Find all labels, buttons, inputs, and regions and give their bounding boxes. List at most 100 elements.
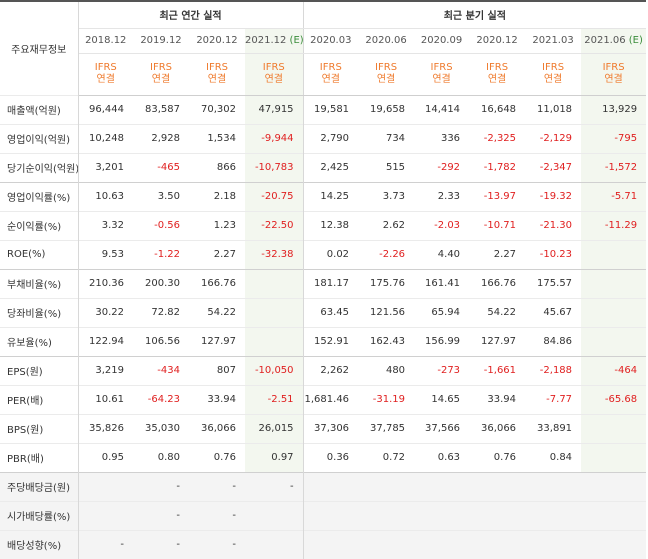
table-cell: 14.65 [414, 384, 470, 414]
table-cell: -2.03 [414, 210, 470, 240]
period-label: 2021.03 [532, 35, 574, 46]
ifrs-label: IFRS 연결 [525, 53, 582, 96]
ifrs-label: IFRS 연결 [78, 53, 133, 96]
table-cell: 72.82 [133, 297, 189, 327]
period-label: 2021.12 [245, 35, 287, 46]
table-cell: 3.50 [133, 181, 189, 211]
table-cell: - [189, 500, 245, 530]
period-header: 2021.06 (E) [581, 28, 647, 54]
table-cell: 2.27 [189, 239, 245, 269]
table-cell: 0.84 [525, 442, 582, 472]
table-cell: 33.94 [189, 384, 245, 414]
table-cell: -7.77 [525, 384, 582, 414]
table-cell: -434 [133, 355, 189, 385]
table-cell: 26,015 [245, 413, 304, 443]
table-cell: 35,826 [78, 413, 133, 443]
table-cell [358, 529, 415, 559]
table-cell: 4.40 [414, 239, 470, 269]
table-cell: 2,790 [302, 123, 359, 153]
row-label: PER(배) [0, 384, 79, 414]
table-cell: -10,050 [245, 355, 304, 385]
table-cell: 0.63 [414, 442, 470, 472]
table-cell: -1,661 [469, 355, 526, 385]
consolidated-line: 연결 [96, 74, 115, 85]
table-cell: -2,188 [525, 355, 582, 385]
table-row: 영업이익률(%) 10.63 3.50 2.18 -20.75 14.25 3.73 2.33… [0, 181, 647, 211]
table-cell: -22.50 [245, 210, 304, 240]
row-label-header: 주요재무정보 [0, 1, 79, 95]
table-cell: 30.22 [78, 297, 133, 327]
table-cell: 152.91 [302, 326, 359, 356]
table-row: 매출액(억원) 96,444 83,587 70,302 47,915 19,581 19,… [0, 94, 647, 124]
table-cell: 127.97 [469, 326, 526, 356]
table-cell [469, 471, 526, 501]
table-cell [78, 471, 133, 501]
ifrs-line: IFRS [602, 62, 625, 73]
table-cell: -32.38 [245, 239, 304, 269]
table-cell: 181.17 [302, 268, 359, 298]
row-label: 영업이익률(%) [0, 181, 79, 211]
table-cell: 3,219 [78, 355, 133, 385]
table-cell: 83,587 [133, 94, 189, 124]
table-cell: 0.76 [189, 442, 245, 472]
table-cell: 37,785 [358, 413, 415, 443]
table-cell: 96,444 [78, 94, 133, 124]
estimate-mark: (E) [628, 35, 643, 46]
table-cell: 2,262 [302, 355, 359, 385]
table-cell: 12.38 [302, 210, 359, 240]
table-cell: 2.27 [469, 239, 526, 269]
ifrs-line: IFRS [375, 62, 398, 73]
table-cell [581, 268, 647, 298]
ifrs-line: IFRS [262, 62, 285, 73]
table-cell: 0.72 [358, 442, 415, 472]
table-row: 배당성향(%) - - - [0, 529, 647, 559]
table-cell: 166.76 [469, 268, 526, 298]
table-cell [245, 500, 304, 530]
ifrs-label: IFRS 연결 [133, 53, 189, 96]
table-cell: 3,201 [78, 152, 133, 182]
table-cell: 0.76 [469, 442, 526, 472]
quarterly-header: 최근 분기 실적 [302, 1, 647, 29]
table-row: 부채비율(%) 210.36 200.30 166.76 181.17 175.76 161… [0, 268, 647, 298]
table-row: PER(배) 10.61 -64.23 33.94 -2.51 1,681.46 -31.1… [0, 384, 647, 414]
table-cell: -273 [414, 355, 470, 385]
row-label: 영업이익(억원) [0, 123, 79, 153]
table-row: 유보율(%) 122.94 106.56 127.97 152.91 162.43 156.… [0, 326, 647, 356]
table-row: 당좌비율(%) 30.22 72.82 54.22 63.45 121.56 65.94 54… [0, 297, 647, 327]
ifrs-label: IFRS 연결 [469, 53, 526, 96]
table-cell [414, 529, 470, 559]
table-cell: 0.80 [133, 442, 189, 472]
table-cell [581, 413, 647, 443]
table-cell: 1.23 [189, 210, 245, 240]
table-cell: 36,066 [469, 413, 526, 443]
table-cell: 175.57 [525, 268, 582, 298]
table-cell: -1,572 [581, 152, 647, 182]
table-cell: 121.56 [358, 297, 415, 327]
ifrs-label: IFRS 연결 [581, 53, 647, 96]
accounting-standard-row: IFRS 연결 IFRS 연결 IFRS 연결 IFRS 연결 IFRS 연결 IFRS 연결 IFRS… [0, 53, 647, 96]
table-cell [302, 500, 359, 530]
table-cell: 33,891 [525, 413, 582, 443]
period-header: 2020.12 [469, 28, 526, 54]
table-cell: 37,306 [302, 413, 359, 443]
table-cell: 45.67 [525, 297, 582, 327]
table-cell: 10.63 [78, 181, 133, 211]
table-cell: 33.94 [469, 384, 526, 414]
table-cell: 35,030 [133, 413, 189, 443]
row-label: PBR(배) [0, 442, 79, 472]
table-cell: - [189, 471, 245, 501]
table-row: BPS(원) 35,826 35,030 36,066 26,015 37,306 37,7… [0, 413, 647, 443]
table-cell: 19,658 [358, 94, 415, 124]
table-cell: -9,944 [245, 123, 304, 153]
ifrs-line: IFRS [486, 62, 509, 73]
row-label: 순이익률(%) [0, 210, 79, 240]
table-cell: -2.51 [245, 384, 304, 414]
period-label: 2018.12 [85, 35, 127, 46]
table-cell [414, 500, 470, 530]
table-cell: 54.22 [189, 297, 245, 327]
table-cell: - [189, 529, 245, 559]
period-label: 2021.06 [584, 35, 626, 46]
table-cell: -1,782 [469, 152, 526, 182]
table-cell: -10,783 [245, 152, 304, 182]
table-cell: -2,129 [525, 123, 582, 153]
